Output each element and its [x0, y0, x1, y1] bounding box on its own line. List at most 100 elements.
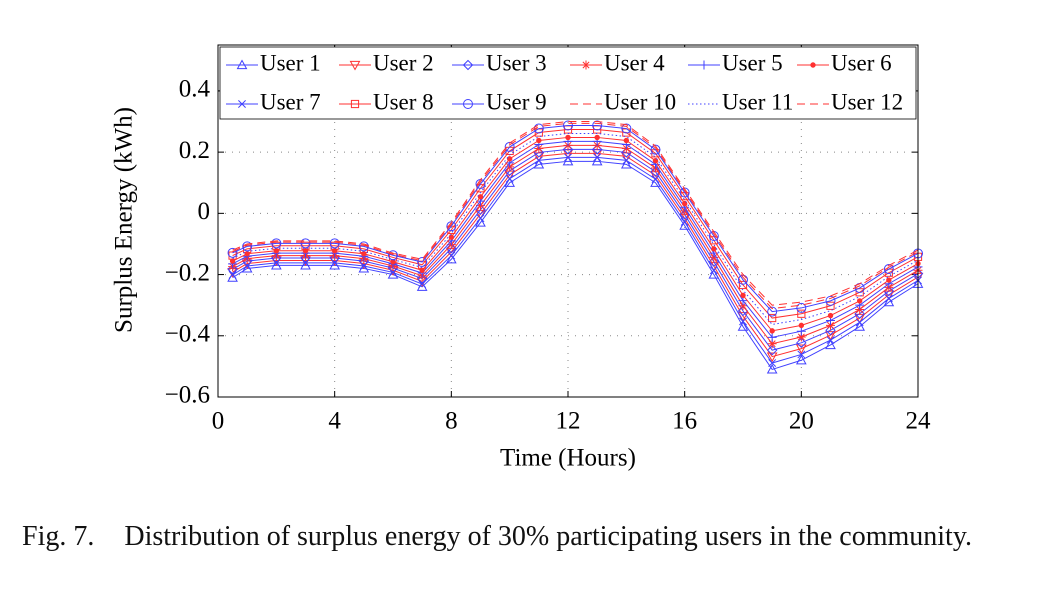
marker: [680, 217, 689, 226]
marker: [300, 238, 311, 249]
marker: [350, 99, 360, 109]
marker: [797, 350, 806, 359]
marker: [766, 344, 778, 356]
marker: [506, 156, 513, 162]
marker: [562, 155, 574, 166]
marker: [238, 100, 246, 108]
marker: [679, 209, 690, 220]
series-line: [232, 144, 919, 345]
marker: [766, 363, 778, 374]
marker: [447, 251, 456, 260]
marker: [534, 156, 543, 165]
marker: [388, 250, 398, 261]
marker: [768, 359, 777, 367]
marker: [855, 318, 864, 327]
figure-label: Fig. 7.: [22, 521, 95, 552]
marker: [593, 153, 602, 162]
marker: [699, 60, 709, 70]
series-line: [232, 160, 919, 371]
marker: [652, 158, 659, 164]
marker: [462, 59, 474, 71]
marker: [445, 253, 457, 264]
legend-entry: User 11: [688, 89, 793, 114]
marker: [563, 120, 573, 131]
caption-text: Distribution of surplus energy of 30% pa…: [124, 521, 973, 552]
marker: [796, 302, 807, 313]
legend-label: User 12: [831, 89, 903, 114]
marker: [795, 354, 807, 365]
marker: [884, 294, 893, 303]
marker: [330, 258, 339, 267]
legend-entry: User 6: [797, 50, 892, 75]
marker: [227, 264, 238, 275]
marker: [536, 137, 542, 144]
marker: [810, 62, 816, 68]
legend-label: User 1: [260, 50, 321, 75]
marker: [883, 264, 894, 275]
marker: [621, 123, 632, 134]
marker: [227, 247, 238, 258]
legend-entry: User 4: [570, 50, 665, 75]
legend-entry: User 9: [452, 89, 547, 114]
y-tick-label: −0.4: [165, 321, 211, 348]
marker: [476, 214, 485, 223]
marker: [329, 238, 340, 249]
marker: [301, 258, 310, 267]
y-tick-label: −0.6: [165, 382, 210, 409]
marker: [389, 268, 397, 277]
y-tick-label: −0.2: [165, 259, 210, 286]
x-tick-label: 8: [445, 408, 458, 435]
legend-box: [219, 46, 917, 120]
marker: [592, 120, 603, 131]
marker: [477, 194, 484, 200]
legend-label: User 9: [486, 89, 547, 114]
marker: [565, 134, 571, 141]
legend-entry: User 2: [339, 50, 434, 75]
marker: [796, 326, 806, 336]
marker: [709, 266, 718, 275]
marker: [796, 332, 806, 342]
marker: [418, 280, 427, 289]
marker: [886, 277, 892, 283]
axes-frame: [217, 44, 919, 398]
series-line: [232, 136, 919, 332]
y-tick-label: 0.2: [179, 137, 210, 164]
marker: [825, 331, 836, 341]
marker: [883, 296, 895, 307]
marker: [796, 337, 807, 349]
marker: [581, 60, 591, 70]
marker: [798, 322, 805, 329]
marker: [740, 292, 746, 299]
marker: [505, 174, 514, 183]
marker: [854, 313, 866, 324]
marker: [475, 217, 486, 227]
marker: [855, 288, 864, 297]
marker: [826, 320, 835, 330]
y-tick-label: 0: [198, 198, 211, 225]
marker: [448, 234, 455, 240]
x-tick-label: 20: [789, 408, 814, 435]
marker: [359, 262, 368, 270]
marker: [854, 321, 866, 331]
series-line: [232, 125, 919, 313]
marker: [591, 155, 603, 166]
x-tick-label: 12: [556, 408, 581, 435]
legend-entry: User 10: [570, 89, 676, 114]
marker: [271, 238, 282, 249]
x-tick-label: 16: [672, 408, 697, 435]
y-tick-label: 0.4: [179, 76, 211, 103]
series-line: [232, 122, 919, 310]
marker: [416, 273, 428, 284]
x-tick-label: 0: [212, 408, 225, 435]
legend-entry: User 12: [797, 89, 903, 114]
marker: [243, 262, 252, 270]
marker: [766, 352, 778, 363]
marker: [272, 258, 281, 267]
marker: [769, 328, 775, 334]
marker: [767, 339, 777, 349]
chart: Time (Hours) Surplus Energy (kWh) 0 4 8 12 1…: [111, 44, 931, 472]
marker: [650, 166, 661, 177]
marker: [594, 134, 600, 141]
marker: [463, 99, 473, 109]
